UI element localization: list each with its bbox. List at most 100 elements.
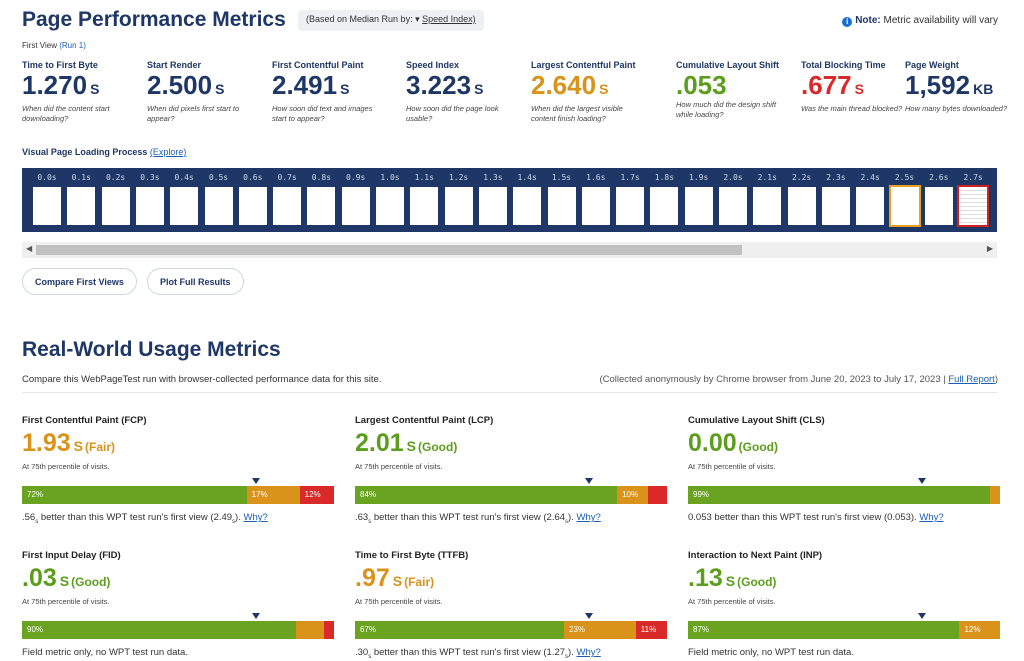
filmstrip-frame[interactable]: 1.9s (684, 173, 714, 225)
percentile-marker-icon (585, 478, 593, 484)
frame-thumbnail[interactable] (753, 187, 782, 225)
frame-thumbnail[interactable] (581, 187, 610, 225)
foot-value: 0.053 (688, 512, 712, 523)
scroll-left-icon[interactable]: ◀ (26, 244, 33, 253)
frame-thumbnail[interactable] (376, 187, 404, 225)
frame-time: 1.7s (620, 173, 640, 182)
frame-thumbnail[interactable] (650, 187, 679, 225)
filmstrip-frame[interactable]: 0.5s (204, 173, 234, 225)
why-link[interactable]: Why? (243, 512, 268, 523)
filmstrip-frame[interactable]: 1.3s (478, 173, 508, 225)
frame-thumbnail[interactable] (821, 187, 850, 225)
filmstrip-frame[interactable]: 2.5s (888, 173, 921, 227)
metric-number: 1,592 (905, 70, 971, 100)
filmstrip-frame[interactable]: 1.5s (547, 173, 577, 225)
filmstrip-frame[interactable]: 2 (992, 173, 997, 184)
card-percentile: At 75th percentile of visits. (355, 597, 443, 606)
frame-thumbnail[interactable] (547, 187, 576, 225)
frame-thumbnail[interactable] (513, 187, 542, 225)
median-value[interactable]: Speed Index) (422, 14, 476, 24)
frame-thumbnail[interactable] (444, 187, 473, 225)
cwv-card: Interaction to Next Paint (INP) .13 S (Good… (688, 550, 1000, 658)
frame-thumbnail[interactable] (957, 185, 990, 227)
filmstrip-frame[interactable]: 0.1s (66, 173, 96, 225)
frame-thumbnail[interactable] (478, 187, 507, 225)
full-report-link[interactable]: Full Report (948, 374, 995, 385)
why-link[interactable]: Why? (576, 647, 601, 658)
scroll-right-icon[interactable]: ▶ (986, 244, 993, 253)
why-link[interactable]: Why? (919, 512, 944, 523)
frame-thumbnail[interactable] (856, 187, 885, 225)
cwv-card: Time to First Byte (TTFB) .97 S (Fair) At 75… (355, 550, 667, 660)
frame-thumbnail[interactable] (204, 187, 233, 225)
frame-thumbnail[interactable] (67, 187, 96, 225)
filmstrip-frame[interactable]: 1.2s (444, 173, 474, 225)
compare-first-views-button[interactable]: Compare First Views (22, 268, 137, 295)
filmstrip-frame[interactable]: 0.2s (101, 173, 131, 225)
plot-full-results-button[interactable]: Plot Full Results (147, 268, 244, 295)
frame-thumbnail[interactable] (719, 187, 747, 225)
frame-time: 2.7s (963, 173, 983, 182)
metric-unit: KB (973, 81, 994, 97)
card-number: .03 (22, 564, 57, 592)
frame-time: 2.2s (791, 173, 812, 182)
frame-thumbnail[interactable] (341, 187, 370, 225)
frame-thumbnail[interactable] (410, 187, 439, 225)
filmstrip-frame[interactable]: 1.1s (409, 173, 439, 225)
filmstrip-frame[interactable]: 2.1s (752, 173, 782, 225)
frame-thumbnail[interactable] (135, 187, 164, 225)
frame-thumbnail[interactable] (924, 187, 953, 225)
filmstrip-frame[interactable]: 1.4s (512, 173, 542, 225)
frame-thumbnail[interactable] (238, 187, 267, 225)
frame-time: 2 (992, 173, 997, 184)
filmstrip-frame[interactable]: 1.6s (581, 173, 611, 225)
filmstrip-frame[interactable]: 2.6s (924, 173, 954, 225)
foot-text: better than this WPT test run's first vi… (38, 512, 233, 523)
info-icon: i (842, 17, 853, 27)
frame-thumbnail[interactable] (101, 187, 130, 225)
bar-segment: 11% (635, 621, 667, 639)
metric-value: 2.640 S (531, 70, 657, 104)
frame-time: 0.5s (208, 173, 229, 182)
filmstrip-frame[interactable]: 0.6s (238, 173, 268, 225)
filmstrip-frame[interactable]: 0.9s (341, 173, 371, 225)
frame-thumbnail[interactable] (170, 187, 199, 225)
filmstrip-frame[interactable]: 2.3s (821, 173, 851, 225)
scrollbar-thumb[interactable] (36, 245, 742, 255)
why-link[interactable]: Why? (576, 512, 601, 523)
bar-segment: 67% (355, 621, 565, 639)
filmstrip-frame[interactable]: 2.4s (855, 173, 885, 225)
frame-thumbnail[interactable] (33, 187, 61, 225)
filmstrip-frame[interactable]: 2.7s (957, 173, 990, 227)
filmstrip-frame[interactable]: 1.7s (615, 173, 645, 225)
frame-thumbnail[interactable] (307, 187, 336, 225)
cwv-card: First Input Delay (FID) .03 S (Good) At 75th… (22, 550, 334, 658)
metric-number: .053 (676, 70, 727, 100)
filmstrip-frame[interactable]: 0.7s (272, 173, 302, 225)
frame-thumbnail[interactable] (684, 187, 713, 225)
dropdown-arrow-icon[interactable]: ▾ (412, 14, 423, 24)
filmstrip-frame[interactable]: 1.8s (649, 173, 679, 225)
filmstrip-scrollbar[interactable]: ◀ ▶ (22, 242, 997, 258)
explore-link[interactable]: (Explore) (149, 147, 187, 157)
filmstrip-frame[interactable]: 0.0s (32, 173, 62, 225)
frame-time: 1.9s (689, 173, 709, 182)
frame-time: 2.5s (894, 173, 915, 182)
frame-thumbnail[interactable] (273, 187, 302, 225)
filmstrip-frame[interactable]: 0.3s (135, 173, 165, 225)
frame-thumbnail[interactable] (616, 187, 645, 225)
card-unit: S (392, 573, 403, 589)
median-run-selector[interactable]: (Based on Median Run by: ▾ Speed Index) (298, 10, 484, 31)
filmstrip-frame[interactable]: 0.4s (169, 173, 199, 225)
filmstrip[interactable]: 0.0s 0.1s 0.2s 0.3s 0.4s 0.5s 0.6s 0.7s 0.8s 0.9s… (22, 168, 997, 232)
filmstrip-frame[interactable]: 1.0s (375, 173, 405, 225)
foot-unit: s (565, 653, 569, 660)
bar-segment: 23% (564, 621, 636, 639)
run-link[interactable]: (Run 1) (59, 41, 86, 50)
filmstrip-frame[interactable]: 0.8s (306, 173, 336, 225)
frame-thumbnail[interactable] (787, 187, 816, 225)
frame-thumbnail[interactable] (888, 185, 921, 227)
filmstrip-frame[interactable]: 2.2s (787, 173, 817, 225)
metric-value: .677 S (801, 70, 927, 104)
filmstrip-frame[interactable]: 2.0s (718, 173, 748, 225)
